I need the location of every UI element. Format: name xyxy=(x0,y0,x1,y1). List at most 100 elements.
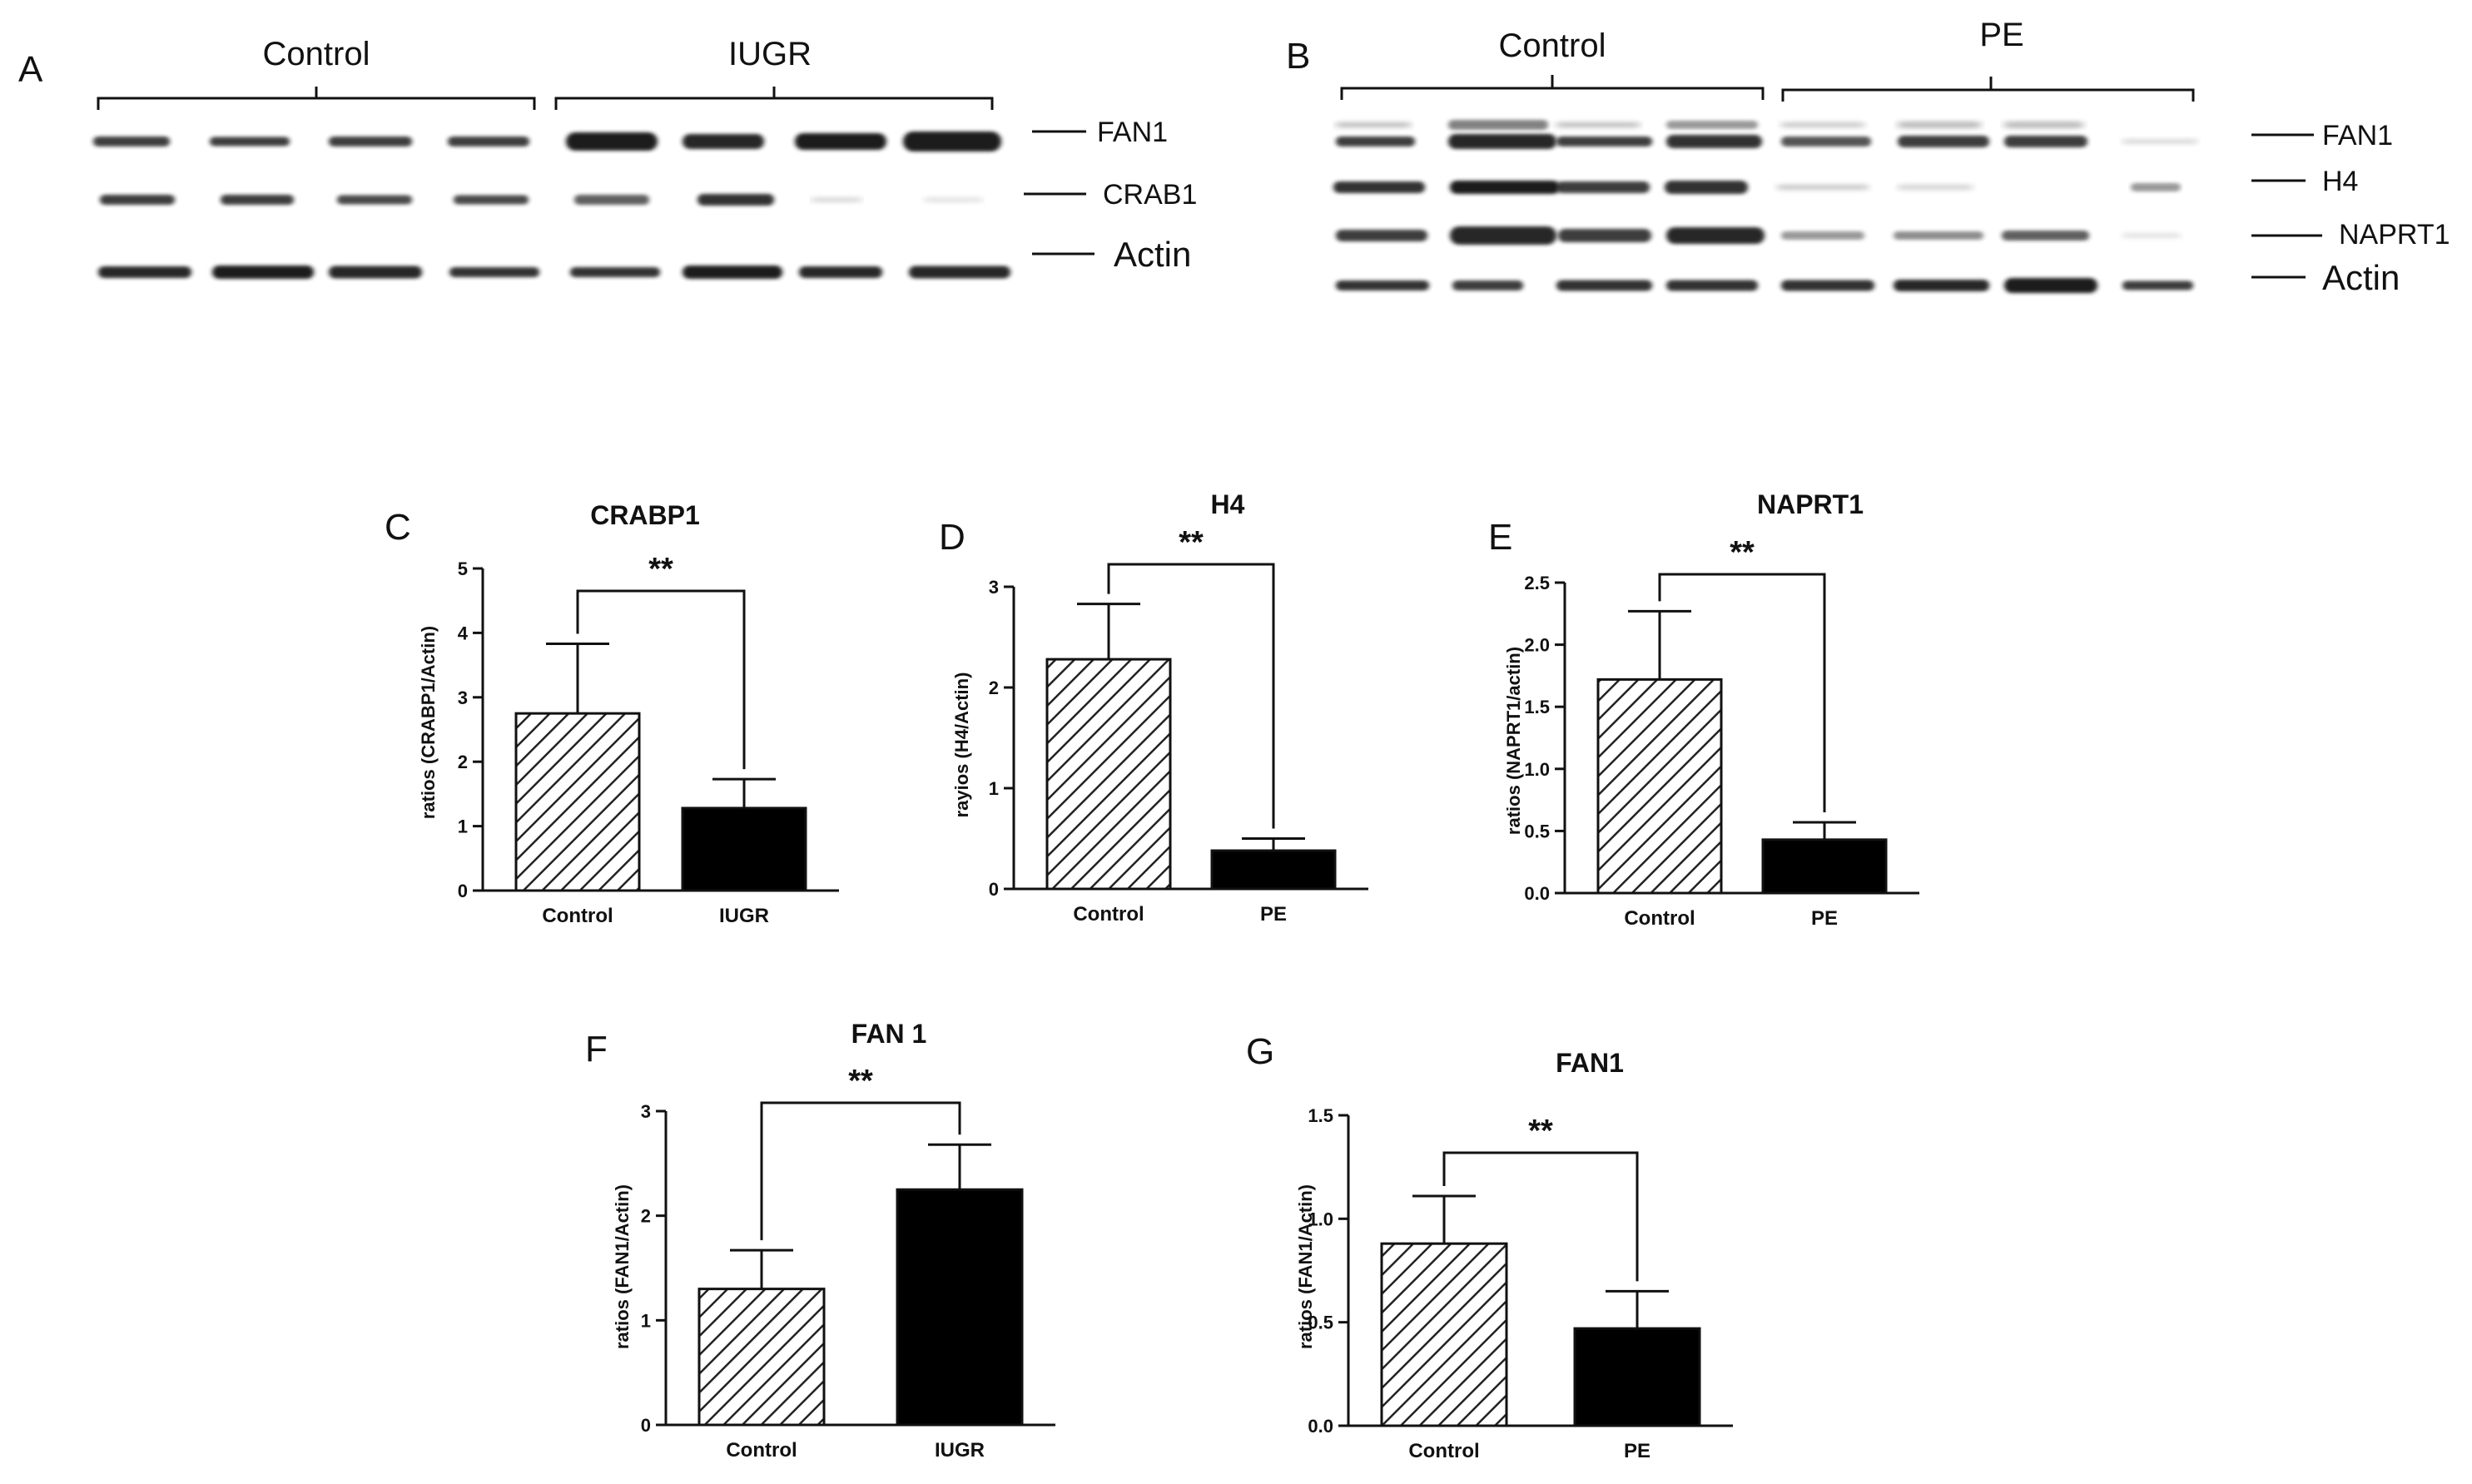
chart-c-ylabel: ratios (CRABP1/Actin) xyxy=(418,626,439,819)
chart-d-ytick-label-3: 3 xyxy=(989,577,999,598)
blot-b-actin-band-3 xyxy=(1556,280,1652,291)
chart-c-category-label-0: Control xyxy=(542,905,613,927)
blot-b-fan1-upper-band-4 xyxy=(1666,121,1758,129)
chart-g-ylabel: ratios (FAN1/Actin) xyxy=(1295,1184,1316,1349)
chart-c-title: CRABP1 xyxy=(590,500,700,530)
chart-g-ytick-label-3: 1.5 xyxy=(1308,1105,1333,1126)
blot-b-fan1-band-3 xyxy=(1556,136,1652,146)
chart-g-bar-pe xyxy=(1573,1327,1701,1427)
bar-charts: C D E F G CRABP1 H4 NAPRT1 FAN 1 FAN1 ra… xyxy=(385,489,1919,1462)
blot-b-fan1-upper-band-5 xyxy=(1781,122,1864,127)
chart-e-ytick-label-4: 2.0 xyxy=(1524,635,1550,656)
blot-b-naprt1-band-6 xyxy=(1894,231,1983,240)
blot-b-naprt1-band-5 xyxy=(1781,231,1864,240)
blot-a-crab1-band-7 xyxy=(812,197,861,202)
blot-b-bracket-control xyxy=(1340,75,1765,100)
chart-c-ytick-label-3: 3 xyxy=(458,687,468,708)
blot-a-bands xyxy=(93,132,1010,279)
chart-g: 0.0 0.5 1.0 1.5 Control PE ** xyxy=(1308,1105,1733,1462)
chart-d-significance-bracket xyxy=(1107,563,1275,829)
blot-b-naprt1-band-2 xyxy=(1450,226,1556,245)
blot-a-bracket-iugr xyxy=(554,87,994,110)
blot-b-group-control: Control xyxy=(1499,27,1606,64)
chart-e-significance-label: ** xyxy=(1730,535,1755,570)
chart-c-ytick-label-5: 5 xyxy=(458,558,468,579)
blot-b-actin-band-6 xyxy=(1894,280,1989,291)
blot-a-fan1-band-5 xyxy=(566,132,658,151)
blot-a-actin-band-7 xyxy=(799,266,882,278)
blot-a-label-crab1: CRAB1 xyxy=(1103,179,1197,211)
chart-e-ytick-label-5: 2.5 xyxy=(1524,573,1550,593)
blot-b-group-pe: PE xyxy=(1979,17,2023,53)
chart-g-significance-bracket xyxy=(1442,1151,1639,1282)
chart-f-significance-label: ** xyxy=(848,1064,873,1099)
blot-a-actin-band-3 xyxy=(329,266,422,279)
chart-c-ytick-label-0: 0 xyxy=(458,881,468,901)
blot-b-actin-band-5 xyxy=(1781,280,1874,291)
blot-panel-a: A Control IUGR FAN1 CRAB1 Actin xyxy=(18,36,1197,279)
chart-c-bar-control xyxy=(514,712,641,892)
blot-b-h4-band-5 xyxy=(1777,185,1869,190)
blot-b-h4-band-3 xyxy=(1556,181,1650,193)
chart-d: 0 1 2 3 Control PE ** xyxy=(989,525,1368,926)
chart-d-bar-control xyxy=(1045,658,1172,891)
blot-a-fan1-band-6 xyxy=(683,134,764,149)
blot-a-actin-band-5 xyxy=(570,267,660,277)
blot-a-crab1-band-5 xyxy=(574,195,649,205)
blot-b-h4-band-1 xyxy=(1333,181,1425,193)
chart-f-significance-bracket xyxy=(760,1101,961,1241)
chart-g-bar-control xyxy=(1380,1242,1508,1427)
blot-a-crab1-band-2 xyxy=(221,195,294,205)
chart-e-ytick-label-2: 1.0 xyxy=(1524,759,1550,780)
blot-a-crab1-band-8 xyxy=(924,197,982,202)
blot-b-bands xyxy=(1333,120,2197,293)
blot-b-label-naprt1: NAPRT1 xyxy=(2339,219,2450,251)
blot-b-fan1-upper-band-6 xyxy=(1898,122,1981,128)
blot-a-fan1-band-3 xyxy=(329,136,412,146)
blot-b-fan1-band-7 xyxy=(2004,136,2087,147)
blot-a-crab1-band-3 xyxy=(337,195,412,205)
blot-a-label-fan1: FAN1 xyxy=(1097,117,1168,148)
blot-b-actin-band-7 xyxy=(2004,278,2097,293)
panel-letter-e: E xyxy=(1488,517,1512,558)
chart-c: 0 1 2 3 4 5 Control IUGR ** xyxy=(458,552,839,927)
blot-a-fan1-band-7 xyxy=(795,133,886,150)
chart-f-ytick-label-2: 2 xyxy=(641,1206,651,1227)
blot-b-bracket-pe xyxy=(1781,77,2195,102)
chart-e-bar-control xyxy=(1596,677,1723,895)
blot-b-h4-band-4 xyxy=(1665,181,1748,194)
chart-g-category-label-1: PE xyxy=(1624,1440,1650,1462)
panel-letter-b: B xyxy=(1286,36,1310,77)
chart-g-ytick-label-0: 0.0 xyxy=(1308,1416,1333,1437)
chart-f-bar-iugr xyxy=(896,1188,1024,1427)
chart-e: 0.0 0.5 1.0 1.5 2.0 2.5 Control PE ** xyxy=(1524,535,1919,930)
chart-e-bar-pe xyxy=(1761,838,1888,895)
chart-c-significance-bracket xyxy=(576,589,746,770)
blot-b-actin-band-4 xyxy=(1666,280,1758,291)
chart-c-ytick-label-2: 2 xyxy=(458,752,468,772)
chart-f-category-label-0: Control xyxy=(726,1439,797,1462)
chart-d-ylabel: rayios (H4/Actin) xyxy=(951,673,972,818)
chart-f: 0 1 2 3 Control IUGR ** xyxy=(641,1064,1055,1462)
chart-d-bar-pe xyxy=(1210,849,1337,891)
blot-b-fan1-upper-band-1 xyxy=(1336,122,1411,127)
chart-g-significance-label: ** xyxy=(1528,1114,1553,1149)
chart-e-category-label-0: Control xyxy=(1624,907,1695,930)
blot-a-fan1-band-8 xyxy=(903,132,1001,151)
chart-d-ytick-label-0: 0 xyxy=(989,879,999,900)
chart-g-ytick-label-1: 0.5 xyxy=(1308,1313,1333,1333)
blot-b-actin-band-8 xyxy=(2122,280,2193,290)
chart-f-ytick-label-1: 1 xyxy=(641,1310,651,1331)
chart-e-ytick-label-1: 0.5 xyxy=(1524,821,1550,841)
blot-b-fan1-band-8 xyxy=(2122,139,2197,144)
blot-b-naprt1-band-7 xyxy=(2002,231,2089,241)
blot-b-actin-band-1 xyxy=(1336,280,1429,290)
chart-c-significance-label: ** xyxy=(648,552,673,587)
chart-g-ytick-label-2: 1.0 xyxy=(1308,1209,1333,1229)
blot-a-crab1-band-4 xyxy=(454,195,529,205)
blot-b-actin-band-2 xyxy=(1452,280,1523,290)
chart-e-ytick-label-3: 1.5 xyxy=(1524,697,1550,717)
blot-b-fan1-band-1 xyxy=(1336,136,1415,146)
panel-letter-g: G xyxy=(1246,1031,1274,1072)
